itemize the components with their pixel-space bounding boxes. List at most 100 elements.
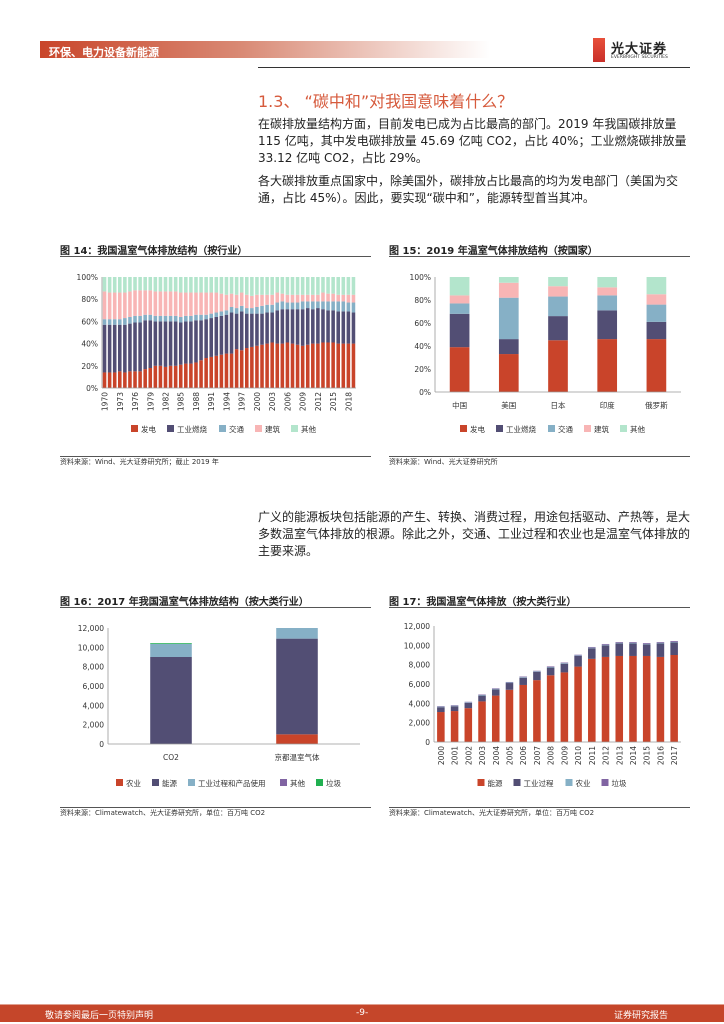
bar-segment <box>615 655 624 742</box>
bar-segment <box>548 340 568 392</box>
x-tick-label: 2003 <box>268 392 277 411</box>
bar-segment <box>276 734 318 744</box>
bar-segment <box>163 315 168 322</box>
legend-label: 工业过程和产品使用 <box>198 778 266 788</box>
bar-segment <box>601 656 610 742</box>
bar-segment <box>102 277 107 292</box>
bar-segment <box>629 642 637 643</box>
bar-segment <box>245 277 249 295</box>
bar-segment <box>270 294 274 305</box>
figure-title: 图 14：我国温室气体排放结构（按行业） <box>60 246 248 257</box>
footer-report-type: 证券研究报告 <box>614 1011 669 1021</box>
bar-segment <box>255 294 259 307</box>
legend-swatch <box>513 779 521 786</box>
figure-title-rule <box>60 607 371 608</box>
bar-segment <box>189 363 193 388</box>
bar-segment <box>163 321 168 367</box>
x-tick-label: 2015 <box>329 392 338 411</box>
bar-segment <box>280 277 285 294</box>
figure-title-rule <box>389 607 690 608</box>
legend-label: 建筑 <box>265 424 280 434</box>
bar-segment <box>300 277 305 295</box>
bar-segment <box>597 287 618 296</box>
bar-segment <box>449 347 470 392</box>
figure-source: 资料来源：Wind、光大证券研究所；截止 2019 年 <box>60 458 219 466</box>
bar-segment <box>285 277 290 295</box>
bar-segment <box>107 372 112 388</box>
bar-segment <box>519 677 527 678</box>
bar-segment <box>546 666 555 667</box>
bar-segment <box>173 321 178 366</box>
bar-segment <box>574 654 582 656</box>
legend-swatch <box>167 425 174 432</box>
bar-segment <box>234 313 239 350</box>
bar-segment <box>295 344 300 388</box>
chart-sector-structure: 0% 20% 40% 60% 80% 100% 1970 1973 1976 1979 1982 19… <box>77 273 356 434</box>
bar-segment <box>199 292 203 315</box>
x-tick-label: 2001 <box>451 746 460 765</box>
legend-label: 其他 <box>290 778 305 788</box>
bar-segment <box>519 677 527 685</box>
x-tick-label: 1973 <box>116 392 125 411</box>
paragraph-1: 在碳排放量结构方面，目前发电已成为占比最高的部门。2019 年我国碳排放量 11… <box>258 117 687 165</box>
bar-segment <box>560 663 569 664</box>
bar-segment <box>255 313 259 346</box>
legend-swatch <box>477 779 485 786</box>
bar-segment <box>670 642 678 655</box>
figure-source-rule <box>389 456 690 457</box>
y-tick-label: 100% <box>410 273 431 282</box>
bar-segment <box>163 277 168 292</box>
figure-17: 图 17：我国温室气体排放（按大类行业） 0 2,000 4,000 6,000 8,0… <box>389 593 690 818</box>
y-tick-label: 0 <box>425 738 430 747</box>
bar-segment <box>597 339 618 392</box>
bar-segment <box>316 301 320 309</box>
bar-segment <box>311 343 315 388</box>
bar-segment <box>548 286 568 297</box>
bar-segment <box>219 293 224 312</box>
chart-emissions-by-year: 0 2,000 4,000 6,000 8,000 10,000 12,000 2000 200… <box>404 622 681 788</box>
bar-segment <box>464 708 473 742</box>
bar-segment <box>601 644 610 646</box>
x-tick-label: 2016 <box>656 746 665 765</box>
legend-swatch <box>584 425 591 432</box>
bar-segment <box>138 277 142 291</box>
legend-label: 垃圾 <box>612 778 627 788</box>
bar-segment <box>646 277 667 295</box>
figure-15: 图 15：2019 年温室气体排放结构（按国家） 0% 20% 40% 60% 80% 1… <box>389 242 690 467</box>
bar-segment <box>326 342 330 388</box>
bar-segment <box>260 294 264 306</box>
bar-segment <box>250 346 254 388</box>
header-divider <box>258 67 690 68</box>
bar-segment <box>173 291 178 316</box>
company-logo: 光大证券 EVERBRIGHT SECURITIES <box>593 38 693 64</box>
bar-segment <box>219 315 224 355</box>
bar-segment <box>123 372 127 388</box>
bar-segment <box>239 311 244 351</box>
bar-segment <box>670 641 678 643</box>
figure-16: 图 16：2017 年我国温室气体排放结构（按大类行业） 0 2,000 4,000… <box>60 593 371 818</box>
bar-segment <box>588 647 596 649</box>
bar-segment <box>533 680 541 742</box>
y-tick-label: 100% <box>77 273 98 282</box>
legend-label: 农业 <box>126 778 141 788</box>
bar-segment <box>321 277 325 293</box>
bar-segment <box>574 655 582 656</box>
bar-segment <box>265 304 269 313</box>
logo-text-cn: 光大证券 <box>611 42 668 57</box>
figure-source: 资料来源：Climatewatch、光大证券研究所，单位：百万吨 CO2 <box>389 809 595 817</box>
bar-segment <box>498 282 519 298</box>
x-tick-label: 1991 <box>207 392 216 411</box>
bar-segment <box>276 628 318 639</box>
bar-segment <box>189 315 193 322</box>
bar-segment <box>316 294 320 302</box>
bar-segment <box>163 291 168 316</box>
bar-segment <box>194 292 198 315</box>
bar-segment <box>229 306 234 313</box>
bar-segment <box>204 277 208 293</box>
bar-segment <box>229 293 234 307</box>
bar-segment <box>656 642 665 643</box>
x-tick-label: 1985 <box>177 392 186 411</box>
bar-segment <box>305 308 310 345</box>
legend-swatch <box>548 425 555 432</box>
bar-segment <box>646 321 667 340</box>
